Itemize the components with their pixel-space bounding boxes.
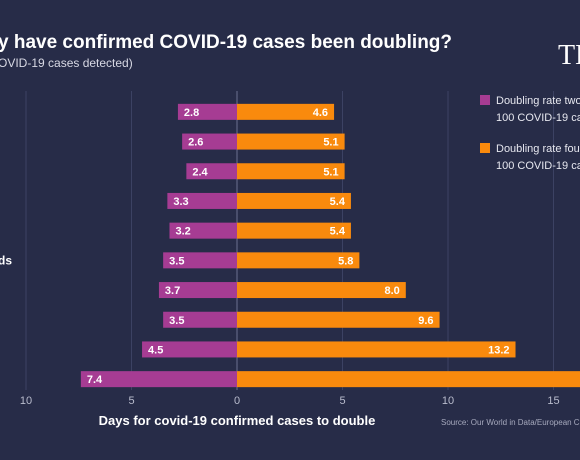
- x-tick-label: 5: [128, 395, 134, 407]
- bar-value-label: 2.4: [192, 166, 208, 178]
- bar-value-label: 5.1: [323, 166, 338, 178]
- x-tick-label: 10: [20, 395, 32, 407]
- bar-doubling-four-week: [237, 341, 516, 358]
- bar-doubling-two-week: [167, 192, 237, 209]
- bar-value-label: 5.4: [330, 196, 346, 208]
- legend-label-line2: 100 COVID-19 case: [496, 160, 580, 172]
- bar-doubling-four-week: [237, 371, 580, 388]
- bar-doubling-two-week: [186, 163, 237, 180]
- bar-doubling-four-week: [237, 103, 335, 120]
- x-tick-label: 15: [547, 395, 559, 407]
- x-tick-label: 10: [442, 395, 454, 407]
- bar-doubling-four-week: [237, 133, 345, 150]
- bar-value-label: 5.1: [323, 137, 338, 149]
- category-label: ds: [0, 253, 12, 267]
- bar-value-label: 3.5: [169, 315, 184, 327]
- bar-value-label: 3.5: [169, 255, 184, 267]
- bar-doubling-two-week: [182, 133, 237, 150]
- bar-doubling-two-week: [142, 341, 237, 358]
- x-axis-ticks: 10 5 0 5 10 15: [20, 395, 560, 407]
- bar-doubling-four-week: [237, 192, 351, 209]
- category-labels: ds: [0, 253, 12, 267]
- bar-doubling-two-week: [163, 252, 237, 269]
- bars-group: 2.8 2.6 2.4 3.3 3.2 3.5 3.7 3.5 4.5 7.4 4.6 5.1 5.1 5…: [80, 103, 580, 388]
- legend-label-line2: 100 COVID-19 case: [496, 112, 580, 124]
- bar-doubling-four-week: [237, 282, 406, 299]
- bar-doubling-four-week: [237, 252, 360, 269]
- chart-title: y have confirmed COVID-19 cases been dou…: [0, 32, 452, 53]
- bar-doubling-two-week: [177, 103, 237, 120]
- bar-doubling-two-week: [163, 311, 237, 328]
- legend-label: Doubling rate four: [496, 143, 580, 155]
- x-tick-label: 0: [234, 395, 240, 407]
- bar-value-label: 2.8: [184, 107, 199, 119]
- bar-value-label: 5.4: [330, 226, 346, 238]
- bar-doubling-four-week: [237, 222, 351, 239]
- legend-label: Doubling rate two w: [496, 95, 580, 107]
- legend-swatch: [480, 95, 490, 105]
- x-axis-label: Days for covid-19 confirmed cases to dou…: [99, 413, 376, 428]
- x-tick-label: 5: [339, 395, 345, 407]
- bar-value-label: 9.6: [418, 315, 433, 327]
- bar-value-label: 4.6: [313, 107, 328, 119]
- bar-value-label: 7.4: [87, 374, 103, 386]
- legend: Doubling rate two w 100 COVID-19 case Doub…: [480, 95, 580, 172]
- bar-doubling-two-week: [80, 371, 237, 388]
- bar-value-label: 3.3: [173, 196, 188, 208]
- bar-doubling-two-week: [169, 222, 237, 239]
- publisher-logo: TH: [558, 40, 580, 71]
- bar-doubling-four-week: [237, 311, 440, 328]
- bar-doubling-two-week: [158, 282, 237, 299]
- legend-swatch: [480, 143, 490, 153]
- bar-value-label: 3.2: [175, 226, 190, 238]
- bar-value-label: 2.6: [188, 137, 203, 149]
- bar-doubling-four-week: [237, 163, 345, 180]
- bar-value-label: 5.8: [338, 255, 353, 267]
- bar-value-label: 13.2: [488, 344, 509, 356]
- chart-subtitle: OVID-19 cases detected): [0, 56, 133, 70]
- bar-value-label: 8.0: [385, 285, 400, 297]
- bar-value-label: 3.7: [165, 285, 180, 297]
- source-note: Source: Our World in Data/European Cente…: [441, 418, 580, 427]
- bar-value-label: 4.5: [148, 344, 163, 356]
